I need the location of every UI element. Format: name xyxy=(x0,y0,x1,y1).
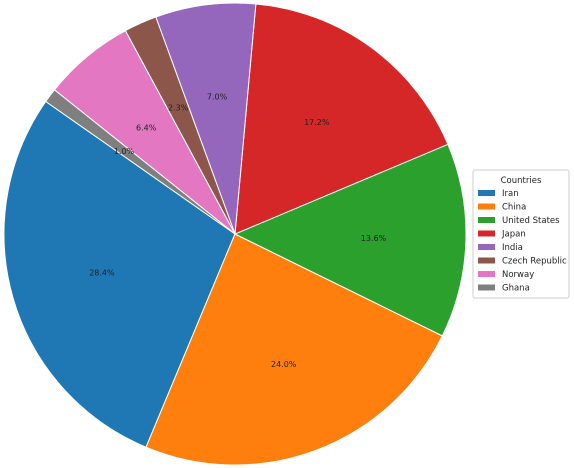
legend-label-japan: Japan xyxy=(501,230,526,240)
legend-label-india: India xyxy=(502,243,523,253)
pie-label-czech-republic: 2.3% xyxy=(168,104,189,113)
pie-slice-china xyxy=(145,233,443,466)
pie-label-norway: 6.4% xyxy=(136,124,157,133)
pie-label-japan: 17.2% xyxy=(304,118,330,127)
pie-slices xyxy=(3,2,467,466)
legend-swatch-japan xyxy=(478,230,495,237)
legend-swatch-ghana xyxy=(478,284,495,291)
pie-slice-iran xyxy=(3,100,236,448)
legend: Countries Iran China United States Japan Ind… xyxy=(472,169,570,299)
legend-label-iran: Iran xyxy=(502,189,519,199)
legend-label-united-states: United States xyxy=(502,216,560,226)
legend-frame xyxy=(472,169,570,299)
legend-label-norway: Norway xyxy=(502,270,534,280)
legend-swatch-czech-republic xyxy=(478,257,495,264)
pie-slice-ghana xyxy=(45,89,236,235)
legend-label-ghana: Ghana xyxy=(502,284,530,294)
pie-label-india: 7.0% xyxy=(207,93,228,102)
legend-swatch-united-states xyxy=(478,217,495,223)
pie-slice-india xyxy=(155,2,257,235)
pie-label-iran: 28.4% xyxy=(89,269,115,278)
legend-label-china: China xyxy=(502,203,526,213)
legend-title: Countries xyxy=(501,176,542,186)
pie-slice-united-states xyxy=(233,143,467,337)
legend-swatch-india xyxy=(478,244,495,250)
legend-swatch-norway xyxy=(478,271,495,277)
pie-slice-japan xyxy=(234,3,449,235)
pie-label-china: 24.0% xyxy=(271,360,297,369)
legend-swatch-iran xyxy=(478,190,495,196)
pie-label-united-states: 13.6% xyxy=(361,234,387,243)
legend-label-czech-republic: Czech Republic xyxy=(502,257,567,267)
pie-percent-labels: 28.4% 24.0% 13.6% 17.2% 7.0% 2.3% 6.4% 1.0% xyxy=(89,93,386,369)
pie-label-ghana: 1.0% xyxy=(114,147,135,156)
legend-swatch-china xyxy=(478,203,495,210)
